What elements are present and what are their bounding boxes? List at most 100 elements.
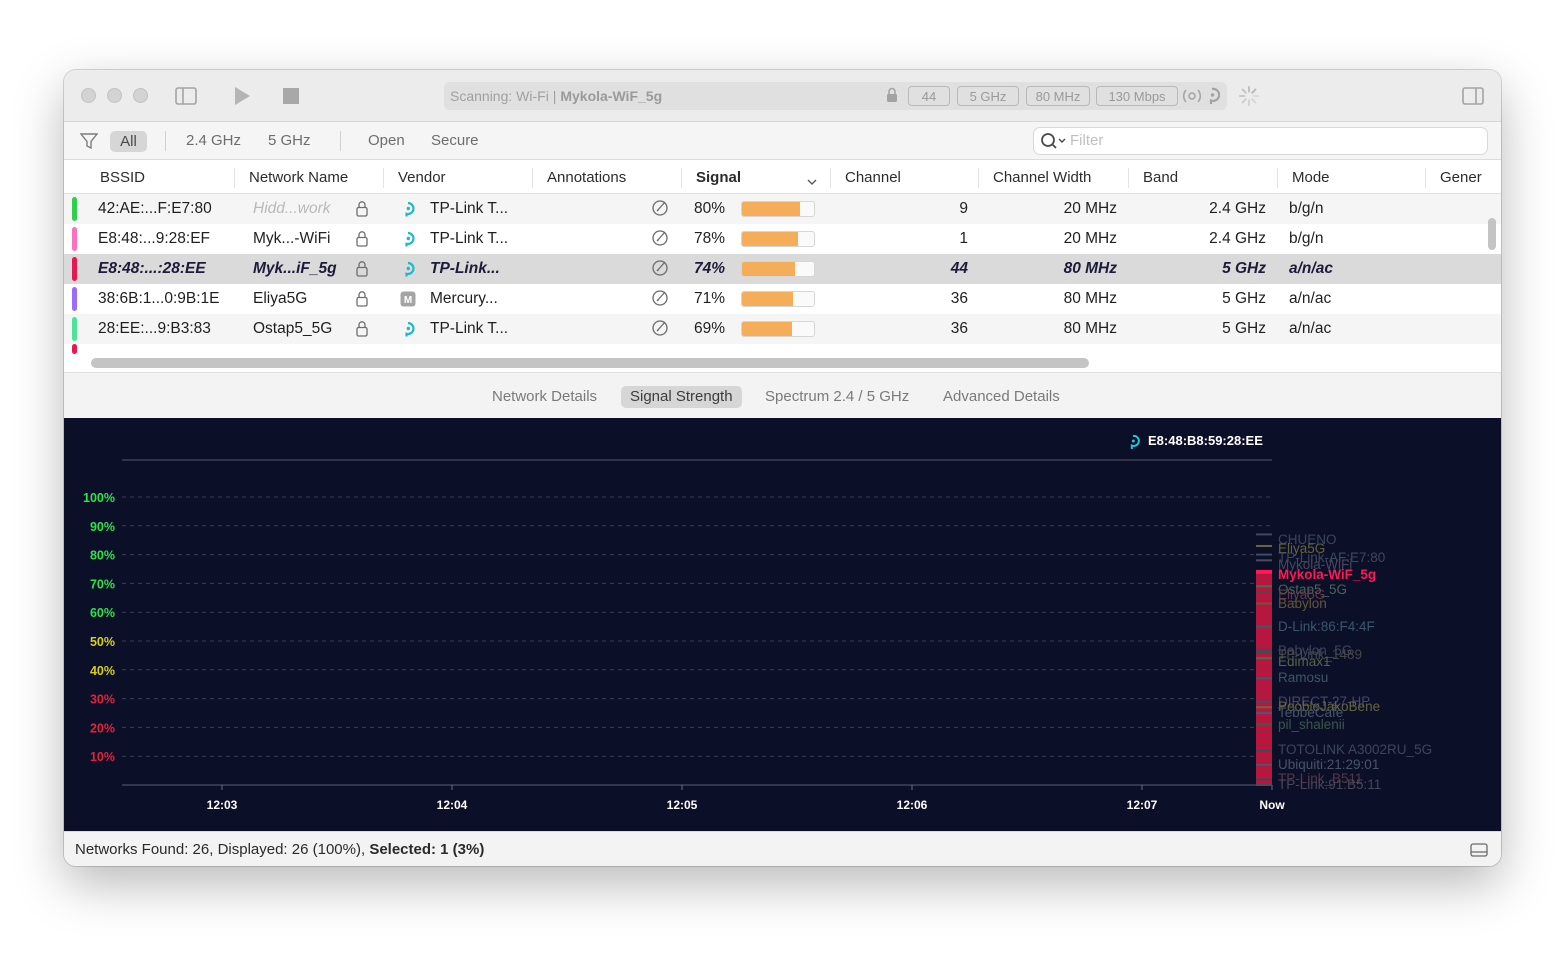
annotation-icon[interactable] [651,319,669,342]
table-header: BSSID Network Name Vendor Annotations Si… [64,160,1501,194]
legend-label: TP-Link:91:B5:11 [1278,777,1381,792]
networks-table: BSSID Network Name Vendor Annotations Si… [64,160,1501,372]
legend-label: TP-Link_1489 [1278,647,1362,662]
col-network-name[interactable]: Network Name [249,169,349,186]
filter-open-button[interactable]: Open [368,132,405,149]
col-channel[interactable]: Channel [845,169,901,186]
col-channel-width[interactable]: Channel Width [993,169,1092,186]
inspector-toggle-icon[interactable] [1461,84,1485,108]
col-bssid[interactable]: BSSID [100,169,146,186]
cell-network-name: Hidd...work [253,200,331,217]
horizontal-scrollbar[interactable] [91,358,1089,368]
annotation-icon[interactable] [651,199,669,222]
chart-header-bssid: E8:48:B8:59:28:EE [1148,433,1263,448]
row-color-tag [72,317,77,341]
toolbar: Scanning: Wi-Fi | Mykola-WiF_5g 44 5 GHz … [64,70,1501,122]
cell-vendor: TP-Link T... [430,200,509,217]
signal-bar-fill [742,292,794,306]
row-color-tag [72,197,77,221]
tplink-icon-dot [1131,439,1135,443]
col-signal[interactable]: Signal [696,169,742,186]
row-color-tag [72,227,77,251]
table-row[interactable]: 28:EE:...9:B3:83 Ostap5_5G TP-Link T... 69%… [64,314,1501,344]
cell-vendor: TP-Link T... [430,320,509,337]
legend-label: DIRECT-27-HP [1278,694,1370,709]
panel-toggle-icon[interactable] [1470,843,1488,861]
scan-label: Scanning: Wi-Fi | [450,88,557,104]
tab-spectrum[interactable]: Spectrum 2.4 / 5 GHz [765,388,910,405]
legend-label: TebbeCafe [1278,705,1343,720]
col-band[interactable]: Band [1143,169,1179,186]
y-tick-label: 20% [90,721,115,735]
scan-network-name: Mykola-WiF_5g [560,88,663,104]
cell-signal: 74% [694,260,726,277]
legend-label: Eliya5G [1278,541,1325,556]
lock-icon [356,260,368,282]
cell-bssid: 28:EE:...9:B3:83 [98,320,211,337]
signal-bar [741,291,815,307]
table-row[interactable]: E8:48:...9:28:EF Myk...-WiFi TP-Link T... 7… [64,224,1501,254]
filter-all-button[interactable]: All [110,131,147,152]
legend-label: Babylon [1278,596,1327,611]
legend-label: CHUENO [1278,532,1337,547]
lock-icon [356,320,368,342]
cell-signal: 78% [694,230,726,247]
filter-24ghz-button[interactable]: 2.4 GHz [186,132,242,149]
tab-network-details[interactable]: Network Details [492,388,598,405]
stop-icon[interactable] [281,84,301,108]
minimize-window-button[interactable] [107,88,122,103]
scan-status-bar: Scanning: Wi-Fi | Mykola-WiF_5g 44 5 GHz … [444,82,1227,110]
legend-label: TOTOLINK A3002RU_5G [1278,742,1432,757]
lock-icon [886,87,898,106]
cell-bssid: E8:48:...9:28:EF [98,230,211,247]
cell-channel-width: 80 MHz [1063,260,1117,277]
col-vendor[interactable]: Vendor [398,169,446,186]
table-row[interactable]: 42:AE:...F:E7:80 Hidd...work TP-Link T... 8… [64,194,1501,224]
annotation-icon[interactable] [651,229,669,252]
signal-strength-chart: E8:48:B8:59:28:EE 100% 90% 80% 70% 60% 50% 40% 3… [64,418,1501,831]
y-tick-label: 10% [90,750,115,764]
y-tick-label: 60% [90,606,115,620]
table-row[interactable]: 38:6B:1...0:9B:1E Eliya5G M Mercury... 71% 36… [64,284,1501,314]
sort-chevron-icon [807,173,817,190]
tab-advanced-details[interactable]: Advanced Details [943,388,1060,405]
col-generation[interactable]: Gener [1440,169,1482,186]
vertical-scrollbar[interactable] [1488,218,1496,250]
legend-label: Ramosu [1278,670,1328,685]
chart-svg: E8:48:B8:59:28:EE 100% 90% 80% 70% 60% 50% 40% 3… [83,433,1432,812]
lock-icon [356,230,368,252]
filter-secure-button[interactable]: Secure [431,132,479,149]
signal-bar [741,231,815,247]
cell-band: 5 GHz [1222,260,1266,277]
tab-signal-strength[interactable]: Signal Strength [621,386,742,408]
search-input[interactable] [1070,132,1470,149]
zoom-window-button[interactable] [133,88,148,103]
col-mode[interactable]: Mode [1292,169,1330,186]
col-annotations[interactable]: Annotations [547,169,627,186]
filter-icon[interactable] [79,133,99,154]
signal-bar-fill [742,232,799,246]
table-row[interactable]: E8:48:...:28:EE Myk...iF_5g TP-Link... 74% 4… [64,254,1501,284]
legend-label: pil_shalenii [1278,717,1345,732]
y-tick-label: 30% [90,693,115,707]
x-tick-label: 12:03 [207,798,238,812]
search-field[interactable] [1033,127,1488,155]
tplink-icon [400,321,416,337]
cell-mode: b/g/n [1289,230,1324,247]
annotation-icon[interactable] [651,259,669,282]
legend-label: TP-Link_B511 [1278,771,1363,786]
annotation-icon[interactable] [651,289,669,312]
cell-signal: 80% [694,200,726,217]
play-icon[interactable] [232,84,252,108]
legend-label: Ubiquiti:21:29:01 [1278,757,1379,772]
row-color-tag [72,344,77,354]
cell-band: 5 GHz [1222,320,1266,337]
sidebar-toggle-icon[interactable] [174,84,198,108]
filter-5ghz-button[interactable]: 5 GHz [268,132,311,149]
legend-label: Mykola-WiFi [1278,557,1352,572]
cell-channel: 44 [950,260,968,277]
close-window-button[interactable] [81,88,96,103]
cell-channel: 36 [950,320,968,337]
cell-vendor: TP-Link T... [430,230,509,247]
band-pill: 5 GHz [957,86,1019,106]
